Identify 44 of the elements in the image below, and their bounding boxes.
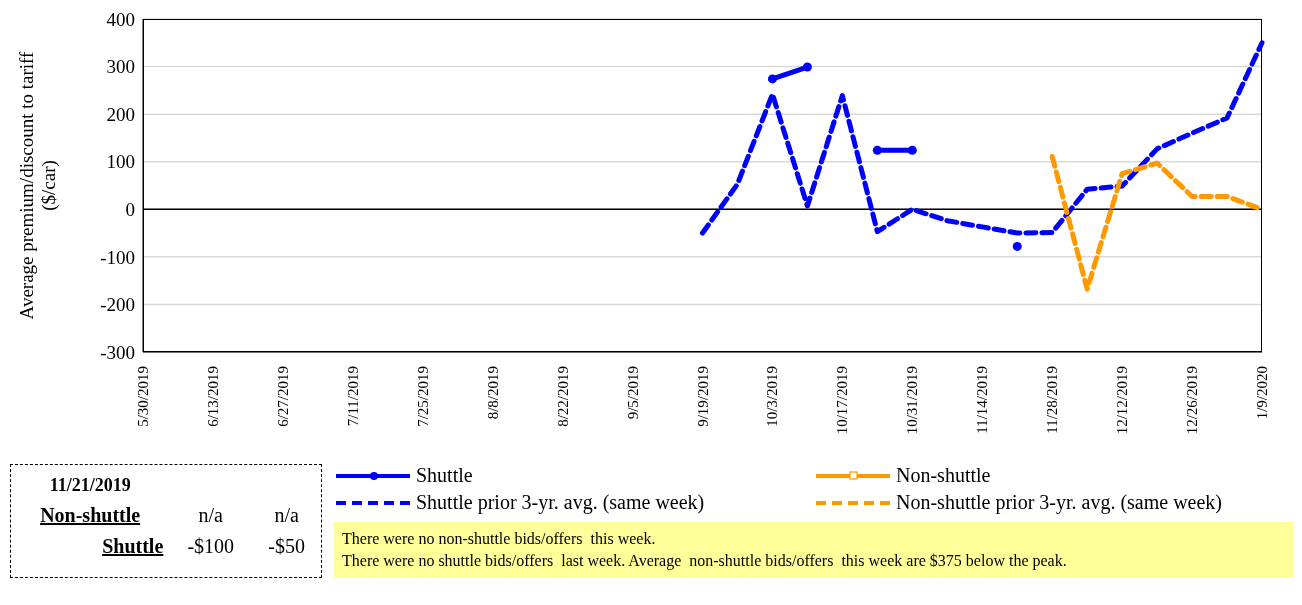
- y-axis-title: Average premium/discount to tariff ($/car): [16, 50, 60, 320]
- point: [802, 62, 812, 72]
- x-tick-label: 12/12/2019: [1114, 366, 1131, 435]
- y-tick-label: -100: [100, 246, 135, 268]
- x-tick-label: 8/22/2019: [554, 366, 571, 427]
- x-tick-label: 6/13/2019: [204, 366, 221, 427]
- x-tick-label: 9/19/2019: [694, 366, 711, 427]
- text: -$100: [186, 534, 236, 559]
- x-tick-label: 6/27/2019: [274, 366, 291, 427]
- x-tick-label: 8/8/2019: [484, 366, 501, 420]
- x-tick-label: 10/3/2019: [764, 366, 781, 427]
- y-tick-label: 200: [106, 103, 135, 125]
- legend-label: Non-shuttle prior 3-yr. avg. (same week): [896, 491, 1223, 514]
- text: There were no shuttle bids/offers last week. Average non-shuttle bids/offers this week are $375 below the peak.: [342, 551, 1068, 572]
- x-tick-label: 1/9/2020: [1254, 366, 1270, 420]
- x-tick-label: 12/26/2019: [1184, 366, 1201, 435]
- y-tick-label: -200: [100, 294, 135, 316]
- x-tick-label: 11/28/2019: [1044, 366, 1061, 434]
- y-tick-label: 0: [125, 199, 135, 221]
- text: 11/21/2019: [48, 474, 132, 497]
- legend-label: Shuttle prior 3-yr. avg. (same week): [416, 491, 705, 514]
- legend-label: Shuttle: [416, 464, 473, 487]
- point: [872, 145, 882, 155]
- text: n/a: [197, 503, 224, 528]
- x-tick-label: 9/5/2019: [624, 366, 641, 420]
- point: [1012, 241, 1022, 251]
- x-tick-label: 5/30/2019: [135, 366, 151, 427]
- text: -$50: [267, 534, 306, 559]
- legend-label: Non-shuttle: [896, 464, 991, 487]
- text: n/a: [273, 503, 300, 528]
- text: Non-shuttle: [39, 503, 142, 528]
- y-tick-label: -300: [100, 341, 135, 363]
- x-tick-label: 7/25/2019: [414, 366, 431, 427]
- x-tick-label: 7/11/2019: [344, 366, 361, 427]
- y-tick-label: 400: [106, 8, 135, 30]
- x-tick-label: 10/17/2019: [834, 366, 851, 435]
- text: Shuttle: [101, 534, 165, 559]
- y-tick-label: 300: [106, 56, 135, 78]
- point: [907, 145, 917, 155]
- y-tick-label: 100: [106, 151, 135, 173]
- x-tick-label: 10/31/2019: [904, 366, 921, 435]
- x-tick-label: 11/14/2019: [974, 366, 991, 434]
- point: [767, 74, 777, 84]
- text: There were no non-shuttle bids/offers this week.: [342, 529, 657, 549]
